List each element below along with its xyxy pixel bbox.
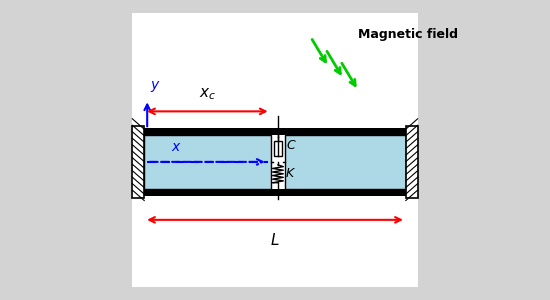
Text: $L$: $L$: [270, 232, 280, 248]
Bar: [406, 126, 417, 198]
Bar: [144, 135, 271, 189]
Text: $x$: $x$: [171, 140, 182, 154]
Bar: [133, 126, 144, 198]
Text: $y$: $y$: [150, 79, 161, 94]
Bar: [144, 189, 406, 196]
Bar: [274, 141, 282, 156]
Text: $x_c$: $x_c$: [199, 87, 216, 102]
Bar: [285, 135, 406, 189]
Bar: [144, 128, 406, 135]
Text: C: C: [286, 139, 295, 152]
Text: K: K: [286, 167, 294, 180]
Text: Magnetic field: Magnetic field: [358, 28, 458, 41]
